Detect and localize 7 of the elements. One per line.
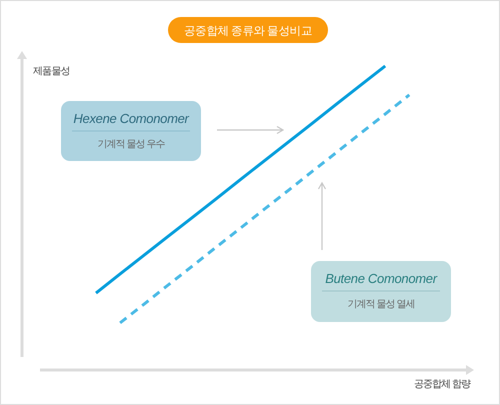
chart-title: 공중합체 종류와 물성비교	[184, 26, 313, 38]
annotation: 기계적 물성 열세	[348, 299, 414, 310]
annotation: 기계적 물성 우수	[98, 139, 166, 150]
x-axis-title: 공중합체 함량	[414, 379, 471, 390]
y-axis-title: 제품물성	[33, 66, 70, 77]
annotation: Hexene Comonomer	[73, 111, 190, 126]
annotation: Butene Comonomer	[325, 271, 438, 286]
